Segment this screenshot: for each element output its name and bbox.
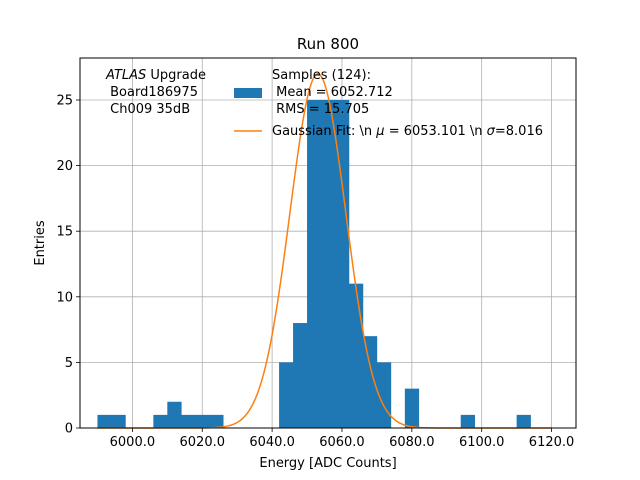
atlas-italic: ATLAS [105,68,146,83]
histogram-bar [153,414,168,428]
y-axis-ticks: 0 5 10 15 20 25 [56,93,80,437]
x-axis-ticks: 6000.0 6020.0 6040.0 6060.0 6080.0 6100.0 6120… [110,428,575,450]
histogram-bar [195,414,210,428]
legend-fit-mu-text: = 6053.101 \n [385,124,487,139]
histogram-bar [321,99,336,429]
chart-title: Run 800 [297,35,359,53]
x-tick-label: 6120.0 [529,435,575,450]
histogram-bar [209,414,224,428]
legend-hist-swatch [234,88,262,98]
annotation-line-2: Board186975 [106,85,198,100]
legend-hist-line-1: Samples (124): [272,68,371,83]
histogram-bar [348,283,364,428]
legend-fit-label: Gaussian Fit: \n μ = 6053.101 \n σ=8.016 [272,124,543,139]
y-tick-label: 10 [56,290,73,305]
histogram-bar [181,414,196,428]
histogram-bar [460,414,476,428]
y-tick-label: 15 [56,225,73,240]
x-tick-label: 6080.0 [389,435,435,450]
legend-fit-prefix: Gaussian Fit: \n [272,124,376,139]
legend-hist-line-3: RMS = 15.705 [272,102,369,117]
histogram-bar [516,414,531,428]
x-axis-label: Energy [ADC Counts] [259,456,396,471]
histogram-bar [97,414,112,428]
x-tick-label: 6040.0 [249,435,295,450]
histogram-bar [334,99,350,429]
y-tick-label: 25 [56,93,73,108]
histogram-bar [111,414,126,428]
annotation-line-1: ATLAS Upgrade [105,68,206,83]
y-tick-label: 20 [56,159,73,174]
histogram-bar [362,336,378,428]
annotation-line-3: Ch009 35dB [106,102,190,117]
annotation-upgrade: Upgrade [146,68,206,83]
histogram-bar [167,401,182,428]
x-tick-label: 6000.0 [110,435,156,450]
x-tick-label: 6060.0 [319,435,365,450]
legend-fit-mu-symbol: μ [375,124,384,139]
legend: Samples (124): Mean = 6052.712 RMS = 15.… [234,68,543,139]
y-tick-label: 5 [65,356,73,371]
x-tick-label: 6100.0 [459,435,505,450]
y-tick-label: 0 [65,422,73,437]
histogram-bar [293,323,308,428]
plot-frame [79,57,577,429]
y-axis-label: Entries [33,220,48,266]
legend-fit-sigma-symbol: σ [487,124,496,139]
histogram-bar [307,99,322,429]
histogram-bar [279,362,294,428]
x-tick-label: 6020.0 [180,435,226,450]
atlas-annotation: ATLAS Upgrade Board186975 Ch009 35dB [105,68,206,117]
legend-hist-line-2: Mean = 6052.712 [272,85,393,100]
histogram-bar [404,388,420,428]
legend-fit-sigma-text: =8.016 [495,124,543,139]
